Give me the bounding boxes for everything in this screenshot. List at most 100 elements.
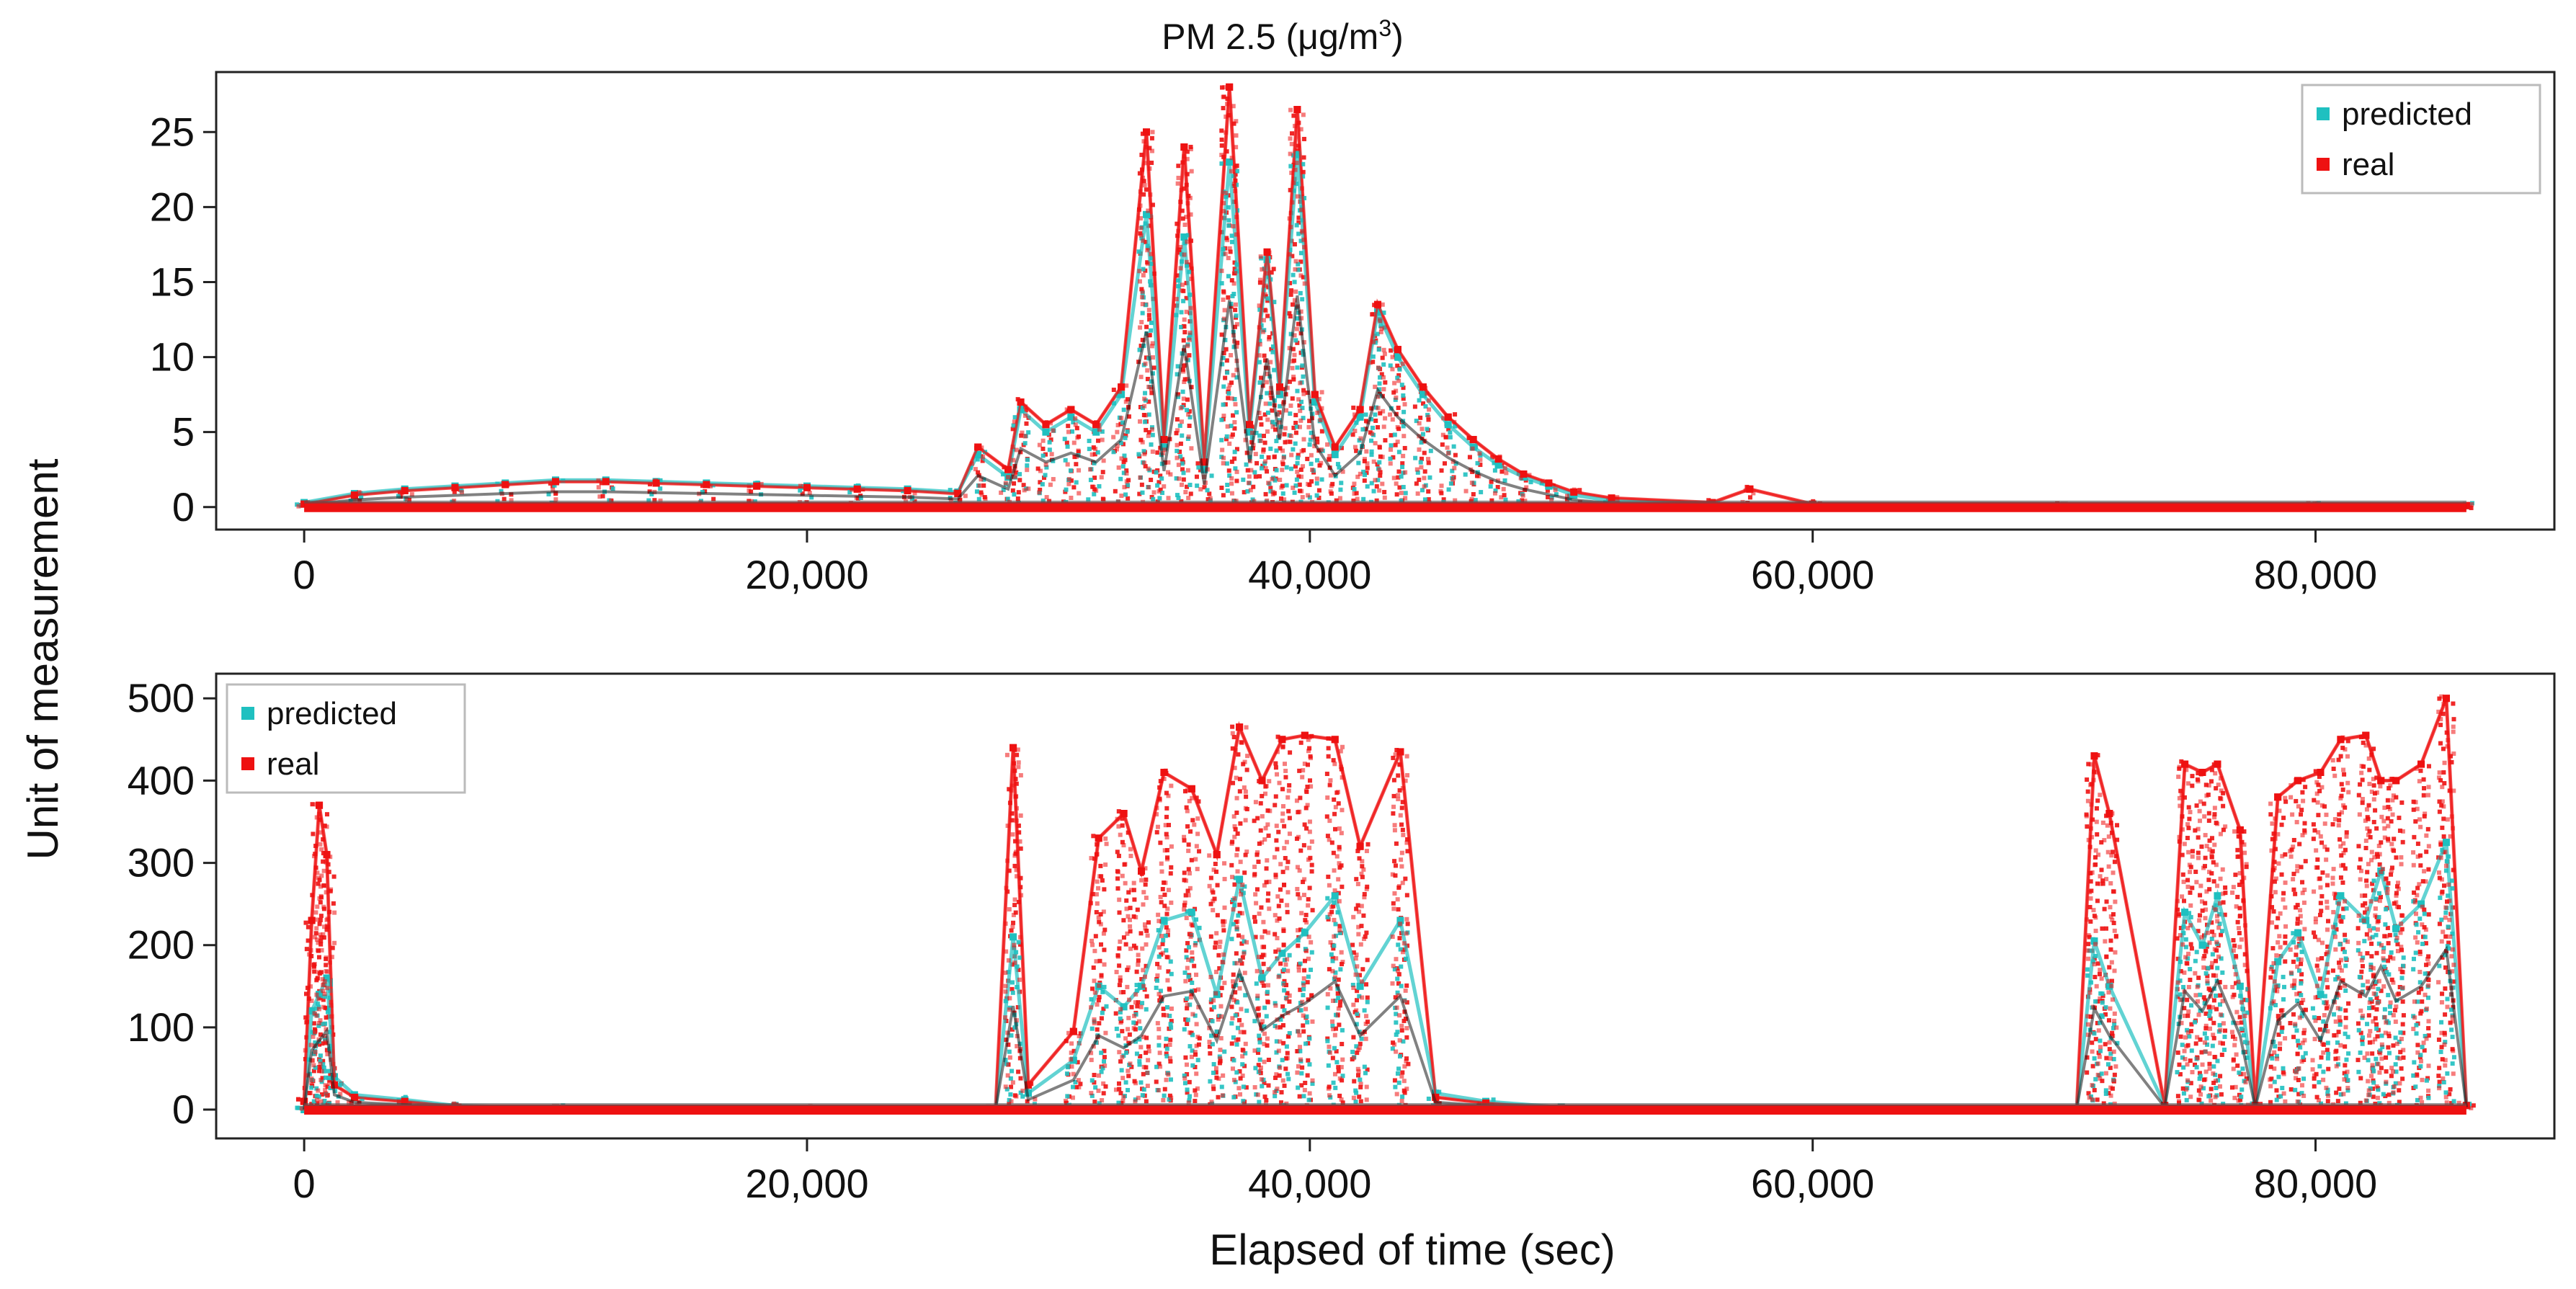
data-point-real	[807, 490, 812, 495]
data-point-predicted	[2368, 967, 2374, 972]
data-point-predicted	[1219, 417, 1224, 422]
data-point-real	[1093, 447, 1098, 452]
data-point-predicted	[324, 1075, 329, 1080]
data-point-predicted	[1473, 498, 1478, 503]
data-point-predicted	[2366, 924, 2371, 929]
data-point-real	[1299, 489, 1304, 494]
data-point-predicted	[2317, 1063, 2322, 1069]
data-point-real	[1296, 928, 1301, 933]
x-tick-label: 60,000	[1751, 1161, 1874, 1206]
data-point-real	[2397, 816, 2402, 821]
data-point-real	[1187, 195, 1193, 200]
data-point-real	[314, 937, 319, 942]
data-point-real	[1234, 478, 1239, 483]
data-point-predicted	[2201, 1086, 2206, 1091]
data-point-real	[1127, 917, 1132, 922]
data-point-predicted	[1012, 1025, 1017, 1030]
data-point-real	[2338, 754, 2343, 759]
data-point-predicted	[2388, 1010, 2393, 1015]
data-point-predicted	[1026, 430, 1031, 435]
data-point-real	[1004, 949, 1009, 954]
data-point-predicted	[1146, 412, 1151, 417]
data-point-real	[1101, 909, 1106, 914]
data-point-real	[1382, 352, 1387, 357]
data-point-real	[2300, 790, 2305, 795]
data-point-real	[2415, 1043, 2420, 1048]
data-point-real	[331, 874, 337, 879]
data-point-real	[1257, 474, 1262, 479]
data-point-real	[1260, 945, 1265, 950]
data-point-real	[316, 940, 321, 945]
data-point-predicted	[1155, 978, 1160, 984]
data-point-real	[1213, 991, 1218, 996]
data-point-real	[1016, 1069, 1021, 1074]
data-point-real	[1489, 498, 1494, 503]
data-point-real	[1100, 878, 1105, 883]
data-point-real	[1470, 446, 1475, 451]
data-point-real	[1140, 337, 1145, 342]
data-point-real	[1244, 767, 1249, 772]
data-point-real	[1011, 920, 1016, 925]
data-point-real	[1216, 1017, 1221, 1022]
data-point-real	[2366, 816, 2371, 821]
data-point-predicted	[337, 1083, 342, 1088]
data-point-real	[1234, 924, 1239, 929]
data-point-predicted	[1252, 1019, 1257, 1024]
data-point-real	[1305, 762, 1310, 767]
data-point-real	[1238, 1092, 1243, 1097]
data-point-real	[1229, 459, 1234, 464]
data-point-real	[1339, 445, 1344, 450]
data-point-real	[1309, 839, 1314, 844]
data-point-real	[1187, 978, 1193, 983]
data-point-real	[2345, 739, 2350, 744]
data-point-predicted	[1232, 960, 1237, 965]
data-point-predicted	[1008, 1076, 1013, 1081]
data-point-predicted	[2188, 914, 2193, 919]
data-point-real	[1285, 1051, 1290, 1056]
data-point-real	[325, 1052, 330, 1057]
data-point-real	[1286, 808, 1291, 813]
data-point-real	[2095, 961, 2100, 966]
data-point-predicted	[1308, 437, 1313, 442]
data-point-real	[1218, 1056, 1223, 1061]
data-point-predicted	[1159, 476, 1164, 481]
data-point-predicted	[2221, 1047, 2227, 1052]
data-point-real	[1149, 391, 1154, 396]
data-point-real	[1126, 914, 1131, 919]
data-point-real	[1163, 823, 1168, 828]
data-point-real	[1259, 905, 1264, 910]
data-point-real	[1252, 914, 1257, 919]
data-point-real	[1297, 424, 1302, 429]
data-point-real	[2100, 1079, 2105, 1084]
series-trace-real	[303, 86, 2466, 507]
data-point-real	[1162, 1087, 1167, 1092]
data-point-real	[1133, 1000, 1138, 1005]
data-point-real	[1306, 1058, 1311, 1063]
data-point-real	[1306, 935, 1311, 940]
data-point-real	[983, 496, 988, 501]
data-point-real	[1283, 856, 1288, 861]
data-point-real	[1188, 995, 1193, 1000]
data-point-real	[1394, 481, 1399, 486]
data-point-real	[312, 1027, 317, 1032]
data-point-predicted	[1360, 427, 1365, 432]
data-point-predicted	[1154, 470, 1159, 475]
data-point-real	[2415, 842, 2420, 847]
data-point-predicted	[1375, 331, 1380, 336]
data-point-real	[1264, 1097, 1269, 1102]
data-point-real	[1235, 831, 1240, 836]
data-point-predicted	[1422, 497, 1427, 502]
data-point-real	[1127, 1032, 1132, 1037]
data-point-predicted	[1232, 396, 1237, 401]
data-point-predicted	[1178, 454, 1183, 459]
data-point-real	[1234, 951, 1239, 956]
data-point-real	[2205, 973, 2210, 978]
data-point-real	[1245, 754, 1250, 759]
data-point-real	[1361, 913, 1366, 918]
data-point-real	[1319, 429, 1324, 434]
data-point-real	[1154, 812, 1159, 817]
data-point-real	[313, 1030, 318, 1035]
data-point-real	[1289, 288, 1294, 293]
data-point-predicted	[1087, 447, 1092, 452]
